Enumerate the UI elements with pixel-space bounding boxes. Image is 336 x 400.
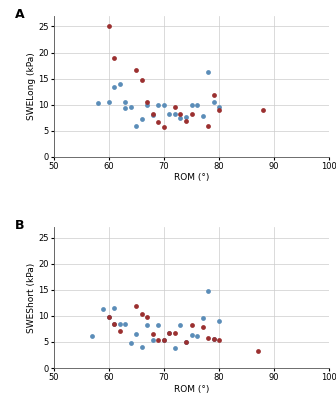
Point: [255, 348, 260, 354]
Point: [200, 315, 205, 322]
Point: [178, 110, 183, 117]
Point: [205, 122, 211, 129]
Point: [183, 339, 189, 345]
Point: [145, 314, 150, 321]
Point: [106, 99, 112, 105]
Point: [139, 77, 144, 83]
Point: [161, 123, 167, 130]
Point: [150, 331, 156, 337]
Point: [183, 114, 189, 120]
Point: [211, 336, 216, 342]
Point: [211, 92, 216, 98]
Point: [112, 305, 117, 311]
Point: [161, 337, 167, 344]
Text: A: A: [15, 8, 25, 20]
Point: [172, 345, 178, 351]
Point: [172, 110, 178, 117]
Point: [167, 110, 172, 117]
Point: [117, 328, 123, 335]
Point: [183, 339, 189, 345]
Point: [139, 311, 144, 318]
Point: [150, 112, 156, 118]
Point: [145, 322, 150, 328]
Point: [139, 116, 144, 122]
Point: [117, 80, 123, 87]
Point: [134, 67, 139, 74]
Point: [106, 23, 112, 30]
Point: [106, 314, 112, 320]
Point: [134, 331, 139, 337]
Point: [106, 314, 112, 321]
X-axis label: ROM (°): ROM (°): [174, 174, 209, 182]
Point: [178, 322, 183, 328]
Point: [189, 332, 194, 338]
Point: [260, 107, 266, 113]
Text: B: B: [15, 219, 25, 232]
Y-axis label: SWEShort (kPa): SWEShort (kPa): [27, 262, 36, 333]
Point: [211, 336, 216, 342]
Point: [200, 324, 205, 330]
Point: [194, 102, 200, 108]
Point: [194, 332, 200, 339]
Point: [189, 102, 194, 108]
Point: [150, 337, 156, 344]
Point: [128, 104, 134, 110]
Point: [161, 102, 167, 108]
Point: [128, 340, 134, 347]
Point: [156, 119, 161, 125]
Point: [205, 69, 211, 76]
Point: [172, 329, 178, 336]
Point: [205, 335, 211, 342]
Point: [123, 105, 128, 112]
Point: [156, 337, 161, 343]
Point: [216, 107, 222, 113]
X-axis label: ROM (°): ROM (°): [174, 385, 209, 394]
Point: [205, 288, 211, 294]
Point: [189, 110, 194, 117]
Point: [112, 320, 117, 327]
Point: [156, 322, 161, 328]
Point: [112, 320, 117, 327]
Point: [216, 337, 222, 343]
Point: [156, 102, 161, 108]
Point: [211, 99, 216, 105]
Point: [189, 322, 194, 328]
Point: [90, 333, 95, 339]
Point: [145, 99, 150, 105]
Point: [216, 104, 222, 110]
Point: [117, 321, 123, 327]
Point: [145, 102, 150, 108]
Point: [216, 317, 222, 324]
Point: [134, 303, 139, 309]
Point: [167, 330, 172, 336]
Point: [123, 99, 128, 105]
Point: [134, 122, 139, 129]
Point: [139, 344, 144, 350]
Point: [95, 100, 100, 106]
Point: [123, 321, 128, 327]
Point: [161, 337, 167, 344]
Point: [172, 104, 178, 110]
Point: [112, 84, 117, 91]
Point: [167, 329, 172, 336]
Point: [112, 54, 117, 61]
Point: [101, 306, 106, 312]
Point: [200, 113, 205, 119]
Point: [183, 118, 189, 124]
Point: [150, 110, 156, 117]
Y-axis label: SWELong (kPa): SWELong (kPa): [27, 52, 36, 120]
Point: [178, 114, 183, 121]
